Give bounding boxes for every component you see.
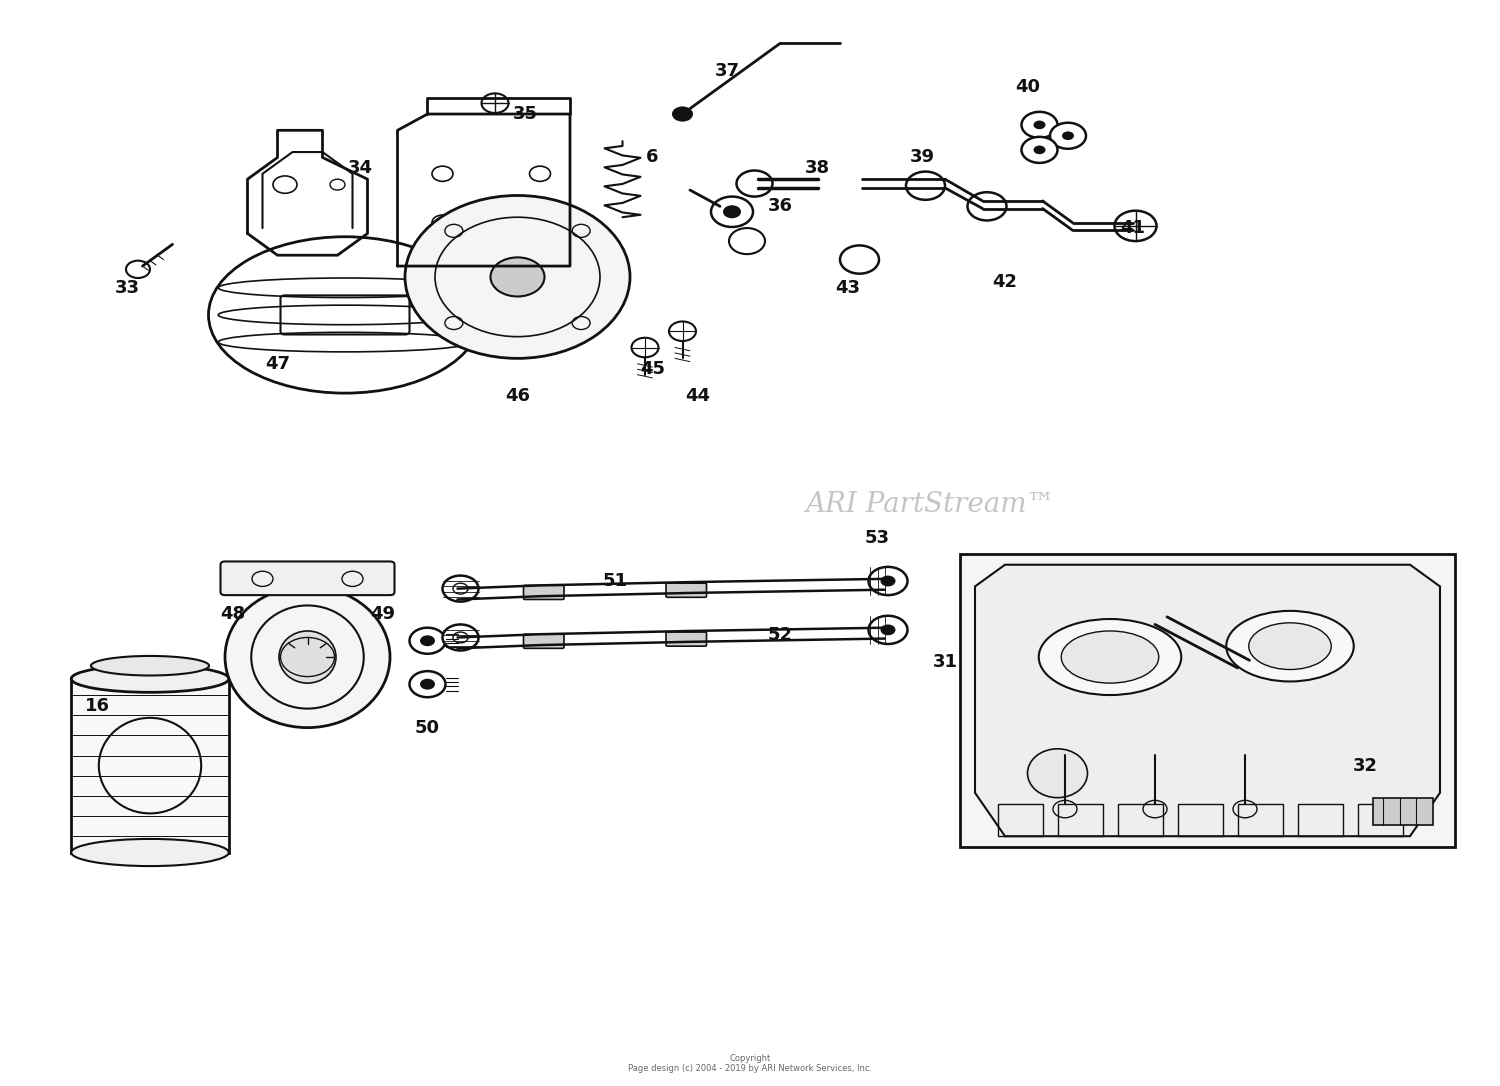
FancyBboxPatch shape: [524, 634, 564, 648]
Circle shape: [840, 245, 879, 274]
Bar: [1372, 798, 1432, 825]
Text: 16: 16: [86, 697, 109, 715]
Circle shape: [723, 205, 741, 218]
Ellipse shape: [1227, 610, 1353, 682]
Text: 47: 47: [266, 355, 290, 372]
FancyBboxPatch shape: [524, 585, 564, 599]
Text: 33: 33: [116, 279, 140, 296]
Circle shape: [1062, 131, 1074, 140]
Circle shape: [729, 228, 765, 254]
Circle shape: [736, 171, 772, 197]
Bar: [1358, 804, 1402, 836]
Circle shape: [868, 567, 907, 595]
Circle shape: [1114, 211, 1156, 241]
Circle shape: [442, 576, 478, 602]
FancyBboxPatch shape: [666, 583, 706, 597]
Circle shape: [1034, 121, 1046, 129]
Text: 39: 39: [910, 149, 934, 166]
Text: 45: 45: [640, 361, 664, 378]
Ellipse shape: [92, 656, 208, 675]
Text: ARI PartStream™: ARI PartStream™: [806, 492, 1054, 518]
Text: 35: 35: [513, 105, 537, 123]
Text: 38: 38: [806, 160, 830, 177]
FancyBboxPatch shape: [666, 632, 706, 646]
Text: 36: 36: [768, 198, 792, 215]
Text: 6: 6: [646, 149, 658, 166]
Text: 31: 31: [933, 654, 957, 671]
Bar: [1298, 804, 1342, 836]
Text: 43: 43: [836, 279, 860, 296]
Circle shape: [1022, 137, 1058, 163]
Circle shape: [711, 197, 753, 227]
Bar: [1058, 804, 1102, 836]
Ellipse shape: [72, 665, 228, 693]
Ellipse shape: [225, 586, 390, 728]
Bar: [998, 804, 1042, 836]
Bar: [1178, 804, 1222, 836]
Circle shape: [490, 257, 544, 296]
Text: 53: 53: [865, 529, 889, 546]
Text: 41: 41: [1120, 219, 1144, 237]
Circle shape: [1050, 123, 1086, 149]
Circle shape: [410, 671, 446, 697]
Circle shape: [868, 616, 907, 644]
Circle shape: [420, 679, 435, 690]
Text: Copyright
Page design (c) 2004 - 2019 by ARI Network Services, Inc.: Copyright Page design (c) 2004 - 2019 by…: [628, 1053, 872, 1073]
Ellipse shape: [1248, 622, 1332, 669]
Bar: [1118, 804, 1162, 836]
Ellipse shape: [72, 839, 228, 867]
Circle shape: [405, 195, 630, 358]
Text: 49: 49: [370, 605, 394, 622]
Circle shape: [880, 576, 896, 586]
Bar: [960, 554, 1455, 847]
Circle shape: [442, 624, 478, 651]
Circle shape: [420, 635, 435, 646]
Ellipse shape: [279, 631, 336, 683]
Bar: [72, 679, 228, 853]
Circle shape: [1022, 112, 1058, 138]
Text: 52: 52: [768, 627, 792, 644]
Text: 50: 50: [416, 719, 440, 736]
Ellipse shape: [1028, 749, 1088, 797]
Text: 32: 32: [1353, 757, 1377, 774]
Circle shape: [968, 192, 1006, 220]
Circle shape: [1034, 146, 1046, 154]
Ellipse shape: [1062, 631, 1158, 683]
Circle shape: [906, 172, 945, 200]
Bar: [1238, 804, 1282, 836]
Circle shape: [880, 624, 896, 635]
Text: 46: 46: [506, 388, 530, 405]
Text: 48: 48: [220, 605, 245, 622]
Ellipse shape: [1038, 619, 1182, 695]
Text: 42: 42: [993, 274, 1017, 291]
Circle shape: [672, 106, 693, 122]
Text: 51: 51: [603, 572, 627, 590]
Text: 34: 34: [348, 160, 372, 177]
FancyBboxPatch shape: [220, 561, 394, 595]
Polygon shape: [975, 565, 1440, 836]
Text: 44: 44: [686, 388, 709, 405]
Text: 37: 37: [716, 62, 740, 79]
Circle shape: [126, 261, 150, 278]
Circle shape: [410, 628, 446, 654]
Text: 40: 40: [1016, 78, 1040, 96]
